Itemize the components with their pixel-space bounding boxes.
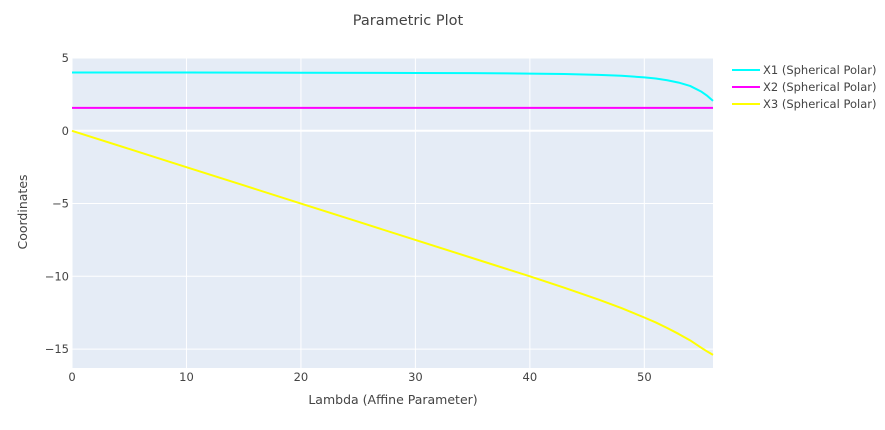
legend-item-x2[interactable]: X2 (Spherical Polar)	[732, 80, 876, 94]
legend-label: X2 (Spherical Polar)	[763, 80, 876, 94]
x-axis-ticks: 0 10 20 30 40 50	[68, 370, 651, 384]
x-tick-label: 30	[408, 370, 423, 384]
y-axis-ticks: 5 0 −5 −10 −15	[45, 51, 69, 356]
chart-title: Parametric Plot	[353, 13, 464, 29]
x-tick-label: 10	[179, 370, 194, 384]
y-tick-label: 5	[62, 51, 69, 65]
grid-lines	[71, 57, 713, 368]
legend-item-x1[interactable]: X1 (Spherical Polar)	[732, 63, 876, 77]
x-tick-label: 20	[294, 370, 309, 384]
x-tick-label: 0	[68, 370, 75, 384]
series-lines	[71, 71, 714, 356]
plot-area	[72, 58, 713, 368]
y-tick-label: −5	[52, 197, 69, 211]
x-tick-label: 40	[523, 370, 538, 384]
x-axis-title: Lambda (Affine Parameter)	[308, 392, 477, 407]
y-tick-label: −10	[45, 269, 69, 283]
y-axis-title: Coordinates	[15, 174, 30, 249]
legend-label: X3 (Spherical Polar)	[763, 97, 876, 111]
y-tick-label: −15	[45, 342, 69, 356]
x-tick-label: 50	[637, 370, 652, 384]
legend-item-x3[interactable]: X3 (Spherical Polar)	[732, 97, 876, 111]
series-line-x1	[72, 71, 714, 102]
y-tick-label: 0	[62, 124, 69, 138]
series-line-x3	[71, 129, 714, 356]
legend-label: X1 (Spherical Polar)	[763, 63, 876, 77]
legend[interactable]: X1 (Spherical Polar) X2 (Spherical Polar)…	[732, 63, 876, 111]
